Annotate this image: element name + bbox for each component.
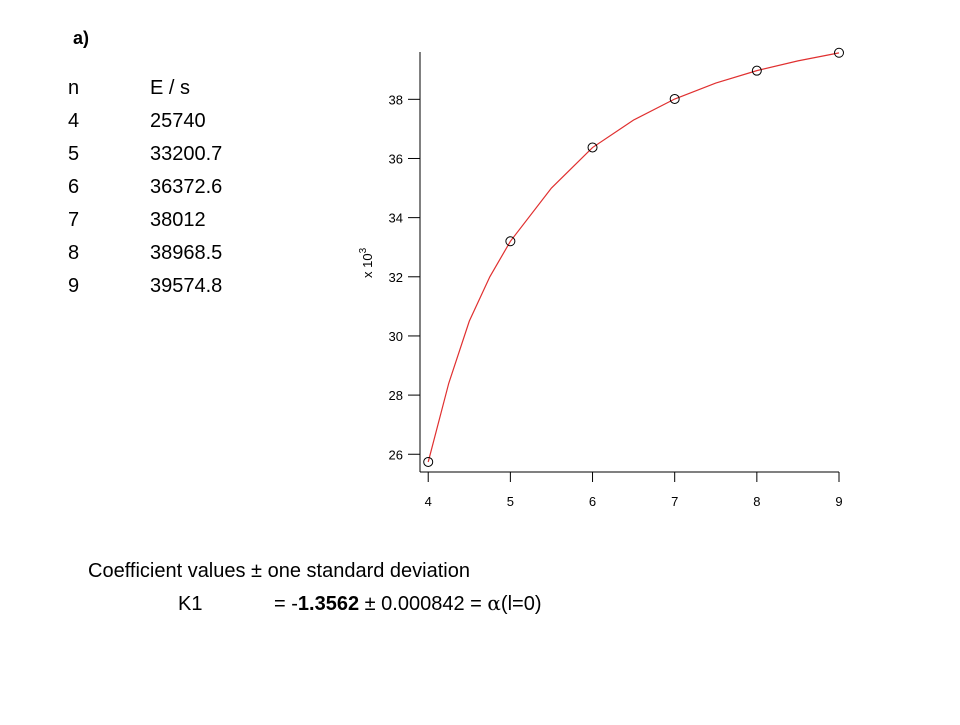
multiplier-exponent: 3 — [358, 247, 369, 253]
coef-suffix: (l=0) — [501, 593, 542, 615]
table-cell: 38968.5 — [150, 242, 222, 264]
coef-value: 1.3562 — [298, 593, 359, 615]
chart: 26 28 30 32 34 36 38 4 5 6 7 8 9 x 103 — [358, 47, 844, 509]
x-tick-label: 8 — [753, 494, 760, 509]
x-tick-label: 4 — [425, 494, 432, 509]
data-point — [587, 142, 598, 153]
data-point — [669, 93, 680, 104]
y-tick-label: 38 — [389, 92, 403, 107]
y-tick-label: 36 — [389, 151, 403, 166]
fit-curve — [427, 52, 840, 463]
table-cell: 25740 — [150, 110, 206, 132]
footer-heading: Coefficient values ± one standard deviat… — [88, 560, 470, 582]
table-cell: 33200.7 — [150, 143, 222, 165]
table-cell: 39574.8 — [150, 275, 222, 297]
x-tick-label: 9 — [835, 494, 842, 509]
table-cell: 6 — [68, 176, 79, 198]
data-point — [423, 456, 434, 467]
coef-prefix: = - — [274, 593, 298, 615]
table-cell: 8 — [68, 242, 79, 264]
coef-line: = -1.3562 ± 0.000842 = α(l=0) — [274, 591, 541, 615]
x-tick-label: 6 — [589, 494, 596, 509]
x-tick-label: 5 — [507, 494, 514, 509]
y-tick-label: 28 — [389, 388, 403, 403]
data-point — [505, 236, 516, 247]
y-multiplier: x 103 — [358, 247, 375, 278]
coef-symbol: α — [487, 591, 501, 615]
table-cell: 38012 — [150, 209, 206, 231]
coef-middle: ± 0.000842 = — [359, 593, 487, 615]
data-table: n E / s 4 25740 5 33200.7 6 36372.6 7 38012 8 38968… — [68, 77, 222, 297]
data-point — [751, 65, 762, 76]
table-cell: 5 — [68, 143, 79, 165]
x-tick-label: 7 — [671, 494, 678, 509]
y-tick-label: 34 — [389, 211, 403, 226]
table-cell: 36372.6 — [150, 176, 222, 198]
y-tick-label: 32 — [389, 270, 403, 285]
table-header: n — [68, 77, 79, 99]
table-cell: 9 — [68, 275, 79, 297]
coef-name: K1 — [178, 593, 202, 615]
y-tick-label: 26 — [389, 447, 403, 462]
table-cell: 4 — [68, 110, 79, 132]
table-header: E / s — [150, 77, 190, 99]
data-point — [834, 47, 844, 58]
y-tick-label: 30 — [389, 329, 403, 344]
table-cell: 7 — [68, 209, 79, 231]
multiplier-base: x 10 — [360, 253, 375, 278]
panel-title: a) — [73, 28, 89, 48]
